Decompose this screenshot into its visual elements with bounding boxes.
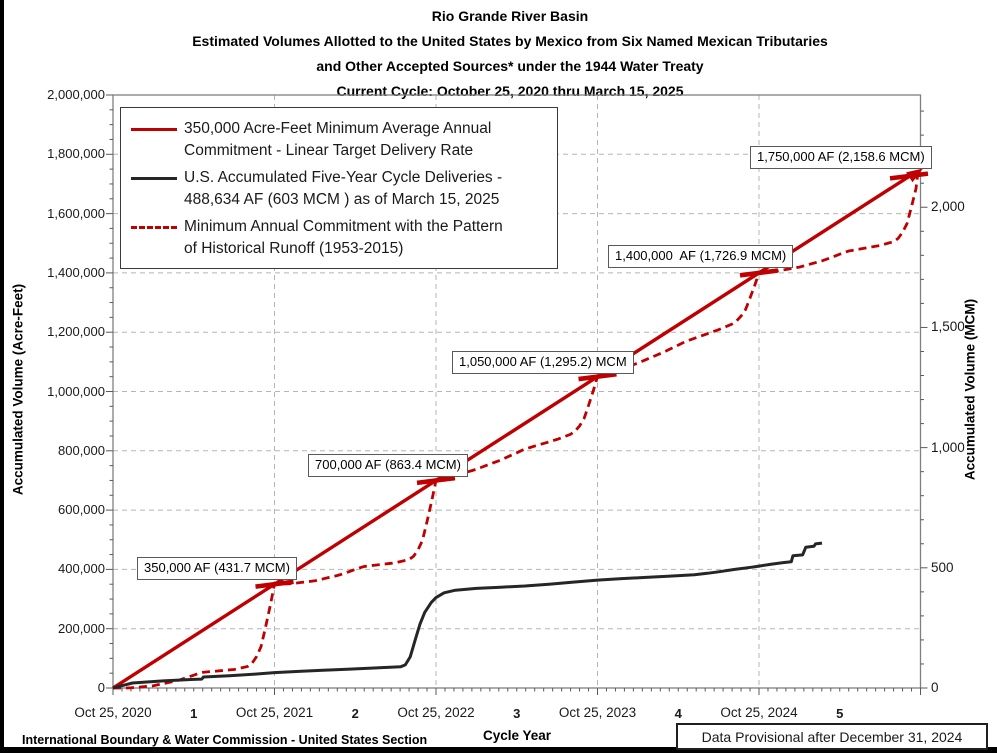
red-dashed-line-sample <box>131 226 177 229</box>
annotation-box: 1,400,000 AF (1,726.9 MCM) <box>608 245 794 268</box>
left-axis-tick-label: 1,800,000 <box>47 146 105 162</box>
left-axis-tick-label: 400,000 <box>58 561 105 577</box>
cycle-year-number: 5 <box>836 706 844 721</box>
chart-title-line-2: Estimated Volumes Allotted to the United… <box>192 33 828 49</box>
cycle-year-number: 1 <box>190 706 198 721</box>
historical-pattern-line <box>113 170 920 690</box>
legend-entry-label: Minimum Annual Commitment with the Patte… <box>184 218 503 257</box>
x-axis-tick-label: Oct 25, 2020 <box>74 705 152 720</box>
left-axis-tick-label: 1,600,000 <box>47 205 105 221</box>
red-solid-line-sample <box>131 128 177 131</box>
cycle-year-number: 4 <box>674 706 682 721</box>
target-arrowhead <box>906 168 923 183</box>
left-axis-tick-label: 800,000 <box>58 442 105 458</box>
data-provisional-note: Data Provisional after December 31, 2024 <box>676 723 988 750</box>
right-axis-tick-label: 2,000 <box>931 199 965 215</box>
left-axis-title: Accumulated Volume (Acre-Feet) <box>10 283 26 496</box>
right-axis-tick-label: 1,000 <box>931 439 965 455</box>
right-axis-tick-label: 500 <box>931 559 954 575</box>
cycle-year-number: 3 <box>513 706 521 721</box>
x-axis-tick-label: Oct 25, 2024 <box>720 705 798 720</box>
right-axis-title: Accumulated Volume (MCM) <box>962 298 978 481</box>
annotation-box: 1,750,000 AF (2,158.6 MCM) <box>750 146 932 169</box>
x-axis-title: Cycle Year <box>482 728 552 743</box>
left-axis-tick-label: 2,000,000 <box>47 87 105 102</box>
source-attribution: International Boundary & Water Commissio… <box>22 733 428 747</box>
left-axis-tick-label: 0 <box>97 680 105 695</box>
black-solid-line-sample <box>131 177 177 180</box>
page-border-left <box>0 0 4 753</box>
right-axis-tick-label: 1,500 <box>931 319 965 335</box>
legend-entry-label: 350,000 Acre-Feet Minimum Average Annual… <box>184 120 492 159</box>
annotation-box: 1,050,000 AF (1,295.2) MCM <box>452 351 634 374</box>
cycle-year-number: 2 <box>351 706 359 721</box>
page-border-bottom <box>0 747 997 753</box>
left-axis-tick-label: 600,000 <box>58 502 105 518</box>
annotation-box: 350,000 AF (431.7 MCM) <box>137 557 297 580</box>
x-axis-tick-label: Oct 25, 2021 <box>235 705 314 720</box>
chart-title-line-1: Rio Grande River Basin <box>431 8 589 24</box>
x-axis-tick-label: Oct 25, 2022 <box>397 705 475 720</box>
legend-entry: Minimum Annual Commitment with the Patte… <box>131 216 549 260</box>
chart-title-block: Rio Grande River Basin Estimated Volumes… <box>50 4 970 104</box>
legend-entry: U.S. Accumulated Five-Year Cycle Deliver… <box>131 167 549 211</box>
x-axis-tick-label: Oct 25, 2023 <box>558 705 637 720</box>
target-cross-marker <box>255 579 294 589</box>
left-axis-tick-label: 1,400,000 <box>47 264 105 280</box>
target-cross-marker <box>578 371 617 382</box>
annotation-box: 700,000 AF (863.4 MCM) <box>308 454 468 477</box>
left-axis-tick-label: 1,000,000 <box>47 383 105 399</box>
target-cross-marker <box>739 268 779 278</box>
legend: 350,000 Acre-Feet Minimum Average Annual… <box>120 107 558 269</box>
target-cross-marker <box>416 475 456 486</box>
legend-entry: 350,000 Acre-Feet Minimum Average Annual… <box>131 118 549 162</box>
deliveries-line <box>112 541 823 690</box>
right-axis-tick-label: 0 <box>931 680 939 695</box>
chart-title-line-3: and Other Accepted Sources* under the 19… <box>316 58 704 74</box>
left-axis-tick-label: 200,000 <box>58 620 105 636</box>
legend-entry-label: U.S. Accumulated Five-Year Cycle Deliver… <box>184 169 503 208</box>
left-axis-tick-label: 1,200,000 <box>47 324 105 340</box>
